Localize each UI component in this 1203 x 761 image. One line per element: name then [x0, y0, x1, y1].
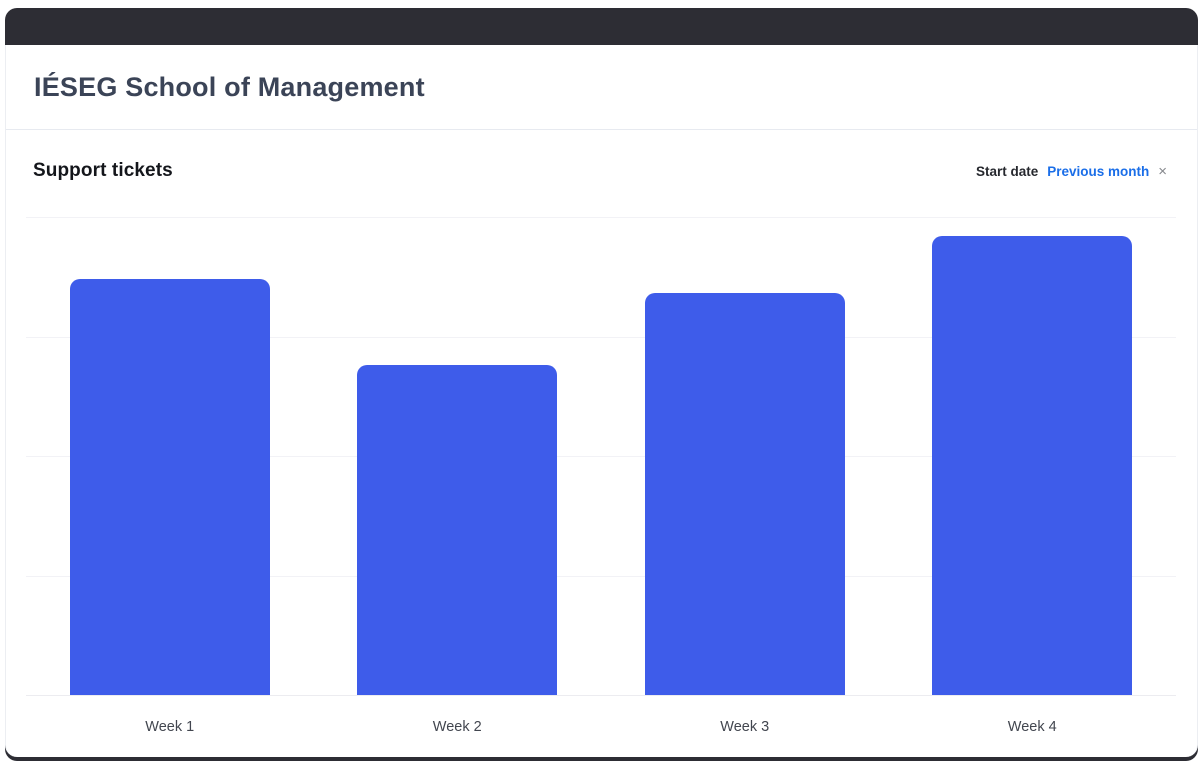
chart-column: [601, 217, 889, 695]
gridline: [26, 217, 1176, 218]
chart-bar: [644, 293, 845, 695]
chart-column: [889, 217, 1177, 695]
gridline: [26, 575, 1176, 577]
start-date-filter: Start date Previous month ×: [976, 164, 1167, 179]
x-axis-label: Week 3: [720, 719, 770, 735]
app-window: IÉSEG School of Management Support ticke…: [5, 8, 1198, 761]
x-axis-label: Week 2: [432, 719, 482, 735]
chart-bar: [932, 236, 1133, 695]
window-titlebar: [5, 8, 1198, 45]
filter-close-icon[interactable]: ×: [1158, 162, 1167, 180]
filter-label: Start date: [975, 163, 1039, 179]
chart-bar: [69, 279, 270, 695]
chart-column: [26, 217, 314, 695]
chart-bars: [26, 217, 1176, 695]
chart-column: [314, 217, 602, 695]
bar-chart: [26, 217, 1176, 696]
gridline: [26, 456, 1176, 457]
content-card: IÉSEG School of Management Support ticke…: [5, 45, 1198, 757]
x-axis-labels: Week 1 Week 2 Week 3 Week 4: [26, 719, 1176, 735]
x-axis-line: [26, 695, 1176, 696]
page-title: IÉSEG School of Management: [34, 71, 425, 102]
dashboard-body: Support tickets Start date Previous mont…: [6, 130, 1197, 757]
page-header: IÉSEG School of Management: [6, 45, 1197, 130]
gridline: [26, 336, 1176, 338]
x-axis-label: Week 1: [145, 719, 195, 735]
section-title: Support tickets: [33, 160, 173, 181]
x-axis-label: Week 4: [1007, 719, 1057, 735]
filter-value-link[interactable]: Previous month: [1047, 163, 1150, 179]
chart-bar: [357, 365, 558, 695]
section-header-row: Support tickets Start date Previous mont…: [6, 130, 1197, 182]
